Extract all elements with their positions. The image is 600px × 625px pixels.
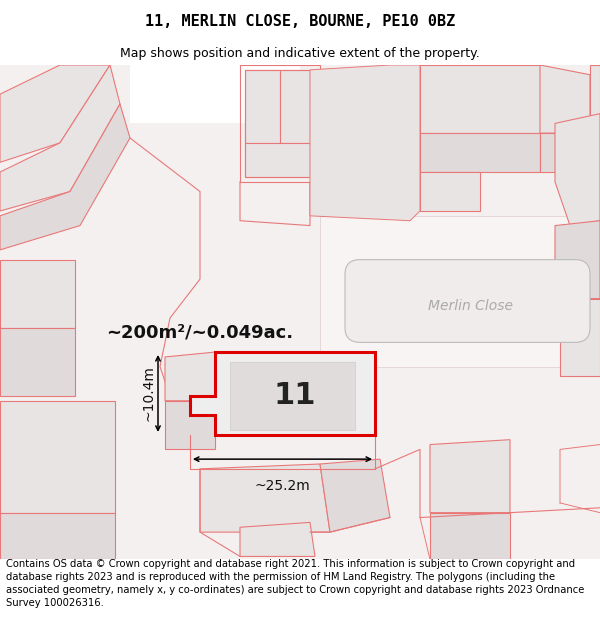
Polygon shape <box>310 65 420 221</box>
Polygon shape <box>555 221 600 299</box>
Polygon shape <box>0 259 75 328</box>
Polygon shape <box>245 143 310 177</box>
Polygon shape <box>430 439 510 512</box>
Polygon shape <box>0 65 110 162</box>
Polygon shape <box>420 172 480 211</box>
Text: Contains OS data © Crown copyright and database right 2021. This information is : Contains OS data © Crown copyright and d… <box>6 559 584 608</box>
Text: ~200m²/~0.049ac.: ~200m²/~0.049ac. <box>106 324 293 342</box>
Polygon shape <box>420 133 540 172</box>
Polygon shape <box>240 522 315 556</box>
Text: 11, MERLIN CLOSE, BOURNE, PE10 0BZ: 11, MERLIN CLOSE, BOURNE, PE10 0BZ <box>145 14 455 29</box>
Polygon shape <box>320 459 390 532</box>
Polygon shape <box>245 70 280 143</box>
Polygon shape <box>0 65 600 559</box>
Polygon shape <box>200 464 330 532</box>
Polygon shape <box>0 328 75 396</box>
Polygon shape <box>165 401 215 449</box>
Polygon shape <box>190 352 375 435</box>
Polygon shape <box>0 104 130 250</box>
Polygon shape <box>540 65 590 133</box>
Polygon shape <box>280 70 310 143</box>
Text: Map shows position and indicative extent of the property.: Map shows position and indicative extent… <box>120 47 480 60</box>
Polygon shape <box>540 133 590 172</box>
Polygon shape <box>420 65 540 133</box>
Text: Merlin Close: Merlin Close <box>427 299 512 313</box>
Polygon shape <box>430 512 510 559</box>
Polygon shape <box>230 362 355 430</box>
Polygon shape <box>0 401 115 512</box>
Polygon shape <box>590 65 600 182</box>
Text: 11: 11 <box>274 381 316 411</box>
Polygon shape <box>0 65 120 211</box>
FancyBboxPatch shape <box>345 259 590 343</box>
Polygon shape <box>555 114 600 226</box>
Text: ~25.2m: ~25.2m <box>254 479 310 492</box>
Polygon shape <box>165 352 215 401</box>
Polygon shape <box>0 512 115 559</box>
Text: ~10.4m: ~10.4m <box>141 366 155 421</box>
Polygon shape <box>320 216 600 367</box>
Polygon shape <box>560 299 600 376</box>
